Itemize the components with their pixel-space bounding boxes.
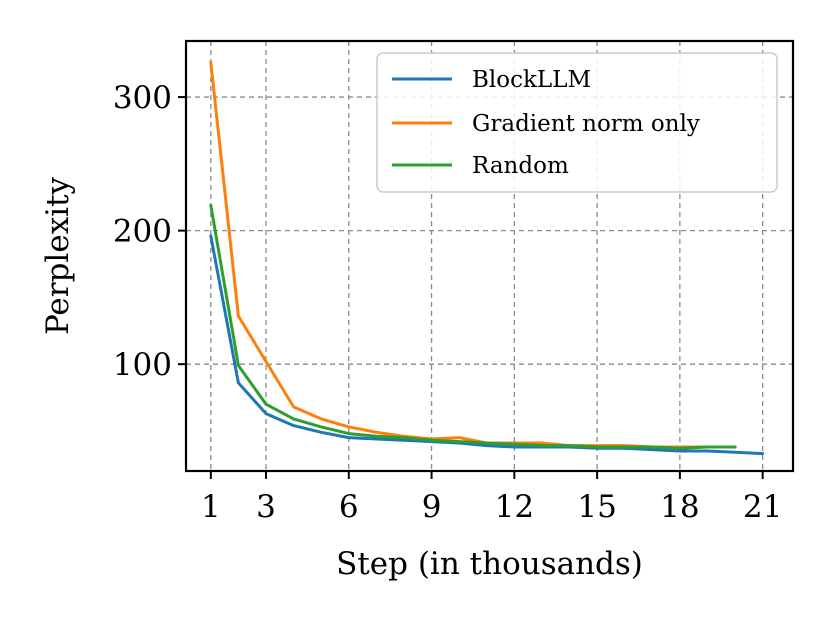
- x-tick-label: 3: [256, 489, 276, 525]
- x-tick-label: 21: [743, 489, 782, 525]
- y-tick-label: 300: [113, 80, 172, 116]
- plot-frame: [184, 39, 795, 473]
- y-tick-label: 200: [113, 214, 172, 250]
- series-line-blockllm: [209, 234, 765, 456]
- legend-box: [376, 52, 778, 193]
- x-tick-label: 18: [660, 489, 699, 525]
- x-tick-label: 9: [422, 489, 442, 525]
- y-tick-label: 100: [113, 347, 172, 383]
- x-tick-label: 1: [201, 489, 221, 525]
- legend-label-blockllm: BlockLLM: [472, 67, 591, 93]
- x-axis-label: Step (in thousands): [336, 546, 643, 582]
- axis-ticks: 1 3 6 9 12 15 18 21 100 200 300: [113, 80, 783, 525]
- legend: BlockLLM Gradient norm only Random: [376, 52, 778, 193]
- series-lines: [209, 60, 765, 456]
- legend-label-random: Random: [472, 153, 569, 179]
- legend-label-gradient-norm-only: Gradient norm only: [472, 111, 700, 137]
- series-line-random: [209, 203, 737, 450]
- y-axis-label: Perplexity: [40, 176, 76, 335]
- x-tick-label: 6: [339, 489, 359, 525]
- x-tick-label: 12: [495, 489, 534, 525]
- x-tick-label: 15: [577, 489, 616, 525]
